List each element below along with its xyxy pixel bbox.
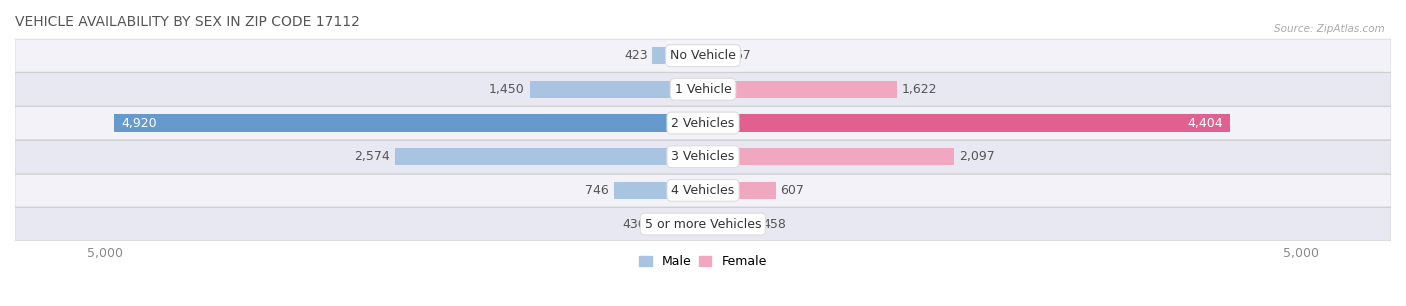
Bar (651, 215, 703, 233)
Text: 2,574: 2,574 (354, 150, 391, 163)
Text: 167: 167 (728, 49, 752, 62)
Legend: Male, Female: Male, Female (634, 250, 772, 273)
Bar (703, 215, 758, 233)
Bar (614, 182, 703, 199)
FancyBboxPatch shape (15, 207, 1391, 241)
Text: 4,920: 4,920 (121, 117, 157, 129)
Text: No Vehicle: No Vehicle (671, 49, 735, 62)
Bar (703, 148, 953, 166)
Text: 4,404: 4,404 (1187, 117, 1223, 129)
FancyBboxPatch shape (15, 106, 1391, 140)
Bar (530, 80, 703, 98)
FancyBboxPatch shape (15, 140, 1391, 173)
Text: 1,450: 1,450 (489, 83, 524, 96)
Text: 5 or more Vehicles: 5 or more Vehicles (645, 218, 761, 230)
Text: 436: 436 (623, 218, 645, 230)
Text: 3 Vehicles: 3 Vehicles (672, 150, 734, 163)
FancyBboxPatch shape (15, 73, 1391, 106)
Text: 2,097: 2,097 (959, 150, 994, 163)
FancyBboxPatch shape (15, 39, 1391, 72)
Text: 2 Vehicles: 2 Vehicles (672, 117, 734, 129)
Text: VEHICLE AVAILABILITY BY SEX IN ZIP CODE 17112: VEHICLE AVAILABILITY BY SEX IN ZIP CODE … (15, 15, 360, 29)
Bar (703, 182, 776, 199)
Text: 746: 746 (585, 184, 609, 197)
Bar (703, 47, 723, 64)
Text: 1,622: 1,622 (901, 83, 938, 96)
Bar (703, 114, 1230, 132)
Text: 1 Vehicle: 1 Vehicle (675, 83, 731, 96)
FancyBboxPatch shape (15, 174, 1391, 207)
Text: 423: 423 (624, 49, 648, 62)
Text: 458: 458 (762, 218, 786, 230)
Text: 607: 607 (780, 184, 804, 197)
Bar (114, 114, 703, 132)
Text: Source: ZipAtlas.com: Source: ZipAtlas.com (1274, 24, 1385, 35)
Bar (652, 47, 703, 64)
Text: 4 Vehicles: 4 Vehicles (672, 184, 734, 197)
Bar (395, 148, 703, 166)
Bar (703, 80, 897, 98)
